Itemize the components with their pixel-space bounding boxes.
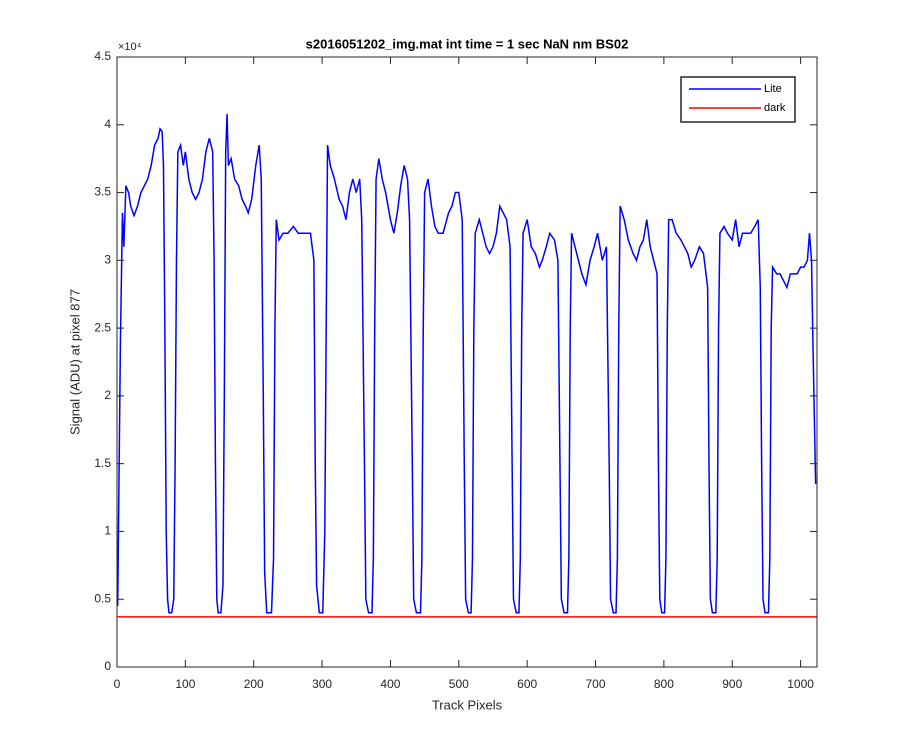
legend-box <box>680 76 796 123</box>
y-axis-label: Signal (ADU) at pixel 877 <box>67 289 82 435</box>
x-tick-label: 500 <box>449 677 469 691</box>
x-tick-label: 800 <box>654 677 674 691</box>
y-tick-label: 2 <box>104 388 111 402</box>
data-line <box>116 113 817 614</box>
x-tick-label: 900 <box>722 677 742 691</box>
x-tick-label: 100 <box>175 677 195 691</box>
y-tick-label: 1 <box>104 524 111 538</box>
x-tick-label: 600 <box>517 677 537 691</box>
legend-label: Lite <box>764 83 782 95</box>
x-tick-label: 300 <box>312 677 332 691</box>
y-tick-label: 2.5 <box>94 320 111 334</box>
plot-area <box>117 57 817 667</box>
x-tick-label: 700 <box>586 677 606 691</box>
y-tick-label: 0 <box>104 659 111 673</box>
y-tick-label: 0.5 <box>94 591 111 605</box>
y-tick-label: 3 <box>104 253 111 267</box>
y-tick-label: 1.5 <box>94 456 111 470</box>
x-axis-label: Track Pixels <box>432 697 503 712</box>
x-tick-label: 0 <box>114 677 121 691</box>
y-tick-label: 4.5 <box>94 49 111 63</box>
legend-label: dark <box>764 102 786 114</box>
y-tick-label: 3.5 <box>94 185 111 199</box>
y-tick-label: 4 <box>104 117 111 131</box>
x-tick-label: 400 <box>380 677 400 691</box>
y-exponent-label: ×10⁴ <box>118 41 142 53</box>
axes-box <box>116 56 818 668</box>
x-tick-label: 1000 <box>787 677 814 691</box>
x-tick-label: 200 <box>244 677 264 691</box>
chart-title: s2016051202_img.mat int time = 1 sec NaN… <box>306 36 629 51</box>
